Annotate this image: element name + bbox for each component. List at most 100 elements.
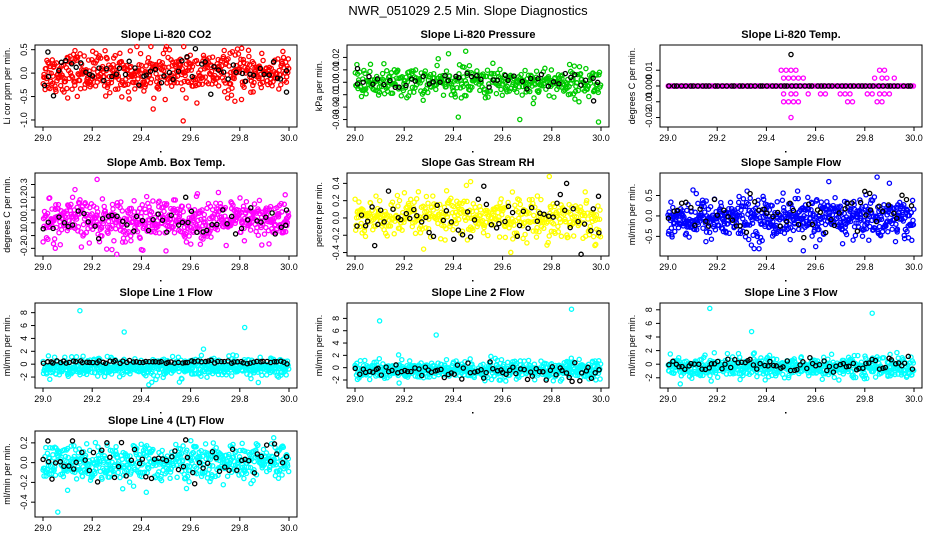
data-point [76,77,83,84]
data-point [246,53,252,60]
data-point [466,62,473,69]
data-point [532,204,538,211]
data-point [248,205,254,211]
data-point [81,53,87,59]
data-point [893,215,900,221]
data-point [697,206,703,212]
data-point [866,190,873,197]
data-point [505,203,512,210]
y-tick-label: -0.2 [19,241,29,257]
data-point [594,216,601,222]
data-point [780,99,787,105]
data-point [377,207,384,213]
data-point [223,242,229,249]
chart-title: Slope Gas Stream RH [421,157,534,169]
data-point [94,373,101,379]
data-point [760,193,766,200]
x-tick-label: 30.0 [592,262,610,272]
data-point [279,209,285,215]
data-point [524,86,530,92]
data-point [233,69,239,75]
data-point [396,84,402,90]
data-point [495,217,502,223]
data-point [480,375,487,381]
data-point [127,48,134,54]
data-point [269,83,275,89]
plot-frame [34,172,298,257]
data-point [759,237,765,244]
data-point [794,188,801,194]
data-point [430,79,436,85]
data-point [852,232,859,239]
data-point [862,188,868,195]
data-point [94,176,100,183]
data-point [502,234,509,241]
x-tick-label: 29.8 [856,262,874,272]
y-tick-label: 0.02 [331,49,341,67]
data-point [550,221,557,227]
data-point [460,365,467,371]
data-point [280,48,286,55]
data-point [100,68,107,75]
data-point [425,200,431,206]
data-point [100,220,107,227]
x-tick-label: 29.6 [182,262,200,272]
data-point [259,372,265,379]
data-point [795,99,802,105]
data-point [130,359,137,365]
data-point [228,92,235,98]
data-point [61,89,67,95]
chart-title: Slope Li-820 Pressure [421,29,536,41]
data-point [540,369,546,375]
data-point [266,72,272,78]
data-point [179,203,186,210]
data-point [551,94,557,100]
data-point [371,242,378,249]
data-point [478,79,484,85]
data-point [588,227,594,234]
data-point [228,373,235,379]
data-point [766,352,773,359]
data-point [464,70,470,77]
series-highlight [354,65,601,104]
data-point [574,80,580,86]
data-point [485,232,491,239]
data-point [250,89,256,95]
data-point [74,54,81,61]
data-point [450,359,457,365]
data-point [666,83,672,89]
data-point [592,370,598,376]
data-point [494,77,501,83]
y-tick-label: 6 [644,321,654,326]
y-tick-label: 0.1 [19,204,29,217]
data-point [251,79,257,86]
x-tick-label: 30.0 [592,394,610,404]
data-point [413,196,420,202]
x-tick-label: 29.0 [34,394,52,404]
data-point [582,77,589,83]
data-point [483,369,489,376]
data-point [788,51,794,58]
data-point [354,81,361,87]
data-point [509,209,516,216]
data-point [182,194,189,201]
data-point [672,367,679,374]
data-point [456,216,462,223]
data-point [885,228,891,235]
data-point [528,204,535,211]
data-point [517,116,523,123]
data-point [534,224,540,231]
data-point [440,217,447,224]
y-tick-label: 2 [19,349,29,354]
data-point [256,75,262,82]
x-tick-label: 29.2 [83,394,101,404]
data-point [889,226,895,232]
data-point [64,85,70,92]
data-point [43,371,50,377]
data-point [581,221,588,227]
data-point [80,353,86,359]
data-point [743,370,750,376]
data-point [203,227,210,234]
data-point [567,224,573,231]
data-point [555,223,561,230]
